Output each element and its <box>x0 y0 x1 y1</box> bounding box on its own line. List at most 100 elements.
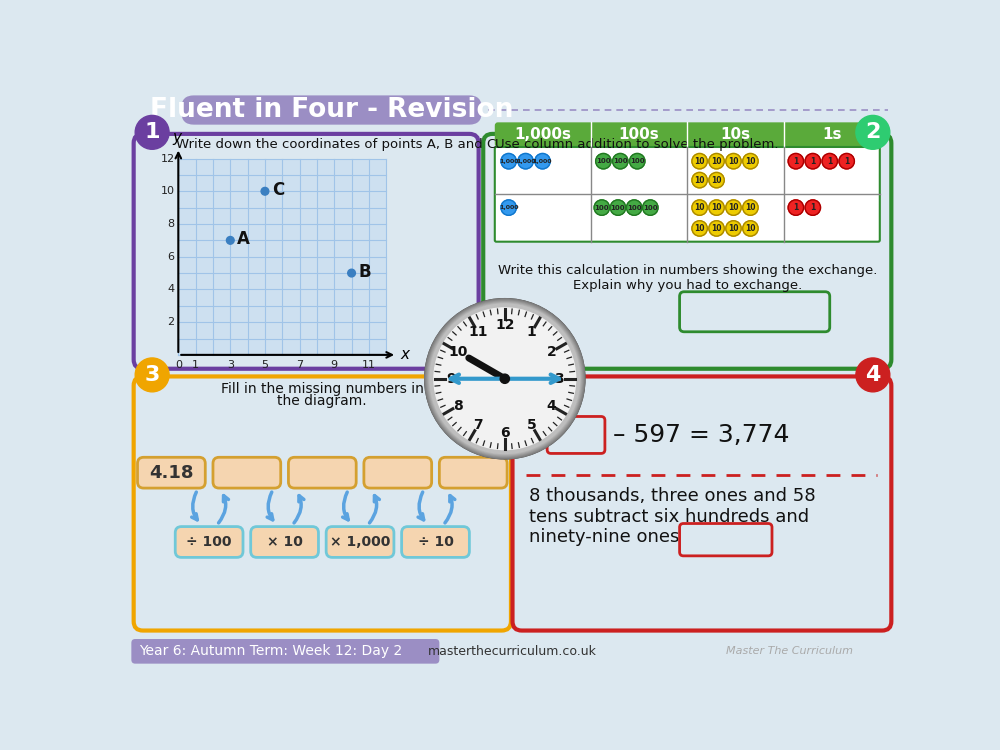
Text: 100: 100 <box>595 205 609 211</box>
Text: 3: 3 <box>554 372 564 386</box>
Text: 4: 4 <box>167 284 174 295</box>
Text: 2: 2 <box>547 345 556 358</box>
Circle shape <box>692 154 707 169</box>
Text: x: x <box>400 347 409 362</box>
FancyBboxPatch shape <box>178 158 386 355</box>
Text: Master The Curriculum: Master The Curriculum <box>726 646 853 656</box>
FancyBboxPatch shape <box>439 458 507 488</box>
Circle shape <box>805 200 821 215</box>
Circle shape <box>518 154 533 169</box>
Text: 100: 100 <box>613 158 628 164</box>
Circle shape <box>630 154 645 169</box>
Circle shape <box>788 154 804 169</box>
FancyBboxPatch shape <box>402 526 469 557</box>
FancyBboxPatch shape <box>364 458 432 488</box>
Text: 2: 2 <box>865 122 881 142</box>
Text: 10: 10 <box>694 176 705 184</box>
Text: 12: 12 <box>495 318 515 332</box>
FancyBboxPatch shape <box>495 147 880 242</box>
Circle shape <box>709 172 724 188</box>
Text: 1: 1 <box>810 157 815 166</box>
Circle shape <box>501 200 516 215</box>
Text: 1: 1 <box>793 157 798 166</box>
Text: × 1,000: × 1,000 <box>330 535 390 549</box>
Text: 7: 7 <box>296 360 303 370</box>
Text: 1: 1 <box>793 203 798 212</box>
Text: 8 thousands, three ones and 58: 8 thousands, three ones and 58 <box>529 487 816 505</box>
Circle shape <box>822 154 837 169</box>
Text: 12: 12 <box>160 154 174 164</box>
Text: 1s: 1s <box>822 128 841 142</box>
Circle shape <box>425 299 584 458</box>
Text: 1: 1 <box>144 122 160 142</box>
Text: the diagram.: the diagram. <box>277 394 367 408</box>
Text: 10: 10 <box>711 157 722 166</box>
Text: 1: 1 <box>844 157 849 166</box>
Text: 1: 1 <box>192 360 199 370</box>
Circle shape <box>425 298 585 459</box>
Text: 9: 9 <box>331 360 338 370</box>
Text: 3: 3 <box>144 365 160 385</box>
Circle shape <box>788 200 804 215</box>
Text: 10: 10 <box>694 224 705 233</box>
Text: Write this calculation in numbers showing the exchange.: Write this calculation in numbers showin… <box>498 264 877 277</box>
Text: 100: 100 <box>596 158 611 164</box>
Text: 0: 0 <box>175 360 182 370</box>
Circle shape <box>429 303 580 454</box>
Text: Use column addition to solve the problem.: Use column addition to solve the problem… <box>495 138 778 152</box>
Circle shape <box>726 200 741 215</box>
Circle shape <box>427 301 583 457</box>
FancyBboxPatch shape <box>131 639 439 664</box>
Text: 1,000s: 1,000s <box>514 128 571 142</box>
FancyBboxPatch shape <box>326 526 394 557</box>
FancyBboxPatch shape <box>483 134 891 369</box>
Text: A: A <box>237 230 250 248</box>
Text: 1,000: 1,000 <box>499 159 518 164</box>
Circle shape <box>726 220 741 236</box>
Text: masterthecurriculum.co.uk: masterthecurriculum.co.uk <box>428 645 597 658</box>
Text: tens subtract six hundreds and: tens subtract six hundreds and <box>529 508 810 526</box>
Text: 10s: 10s <box>720 128 750 142</box>
Circle shape <box>643 200 658 215</box>
Text: 10: 10 <box>694 203 705 212</box>
Text: 100: 100 <box>611 205 625 211</box>
FancyBboxPatch shape <box>134 376 511 631</box>
Circle shape <box>613 154 628 169</box>
Text: 11: 11 <box>362 360 376 370</box>
Text: 8: 8 <box>167 219 174 229</box>
FancyBboxPatch shape <box>512 376 891 631</box>
Circle shape <box>428 302 582 456</box>
Circle shape <box>594 200 610 215</box>
Text: 5: 5 <box>261 360 268 370</box>
Text: – 597 = 3,774: – 597 = 3,774 <box>613 423 789 447</box>
Circle shape <box>430 304 579 454</box>
Circle shape <box>434 308 576 449</box>
Text: 2: 2 <box>167 317 174 327</box>
Circle shape <box>743 200 758 215</box>
Circle shape <box>709 200 724 215</box>
Circle shape <box>709 220 724 236</box>
FancyBboxPatch shape <box>495 122 880 147</box>
Text: 1,000: 1,000 <box>516 159 535 164</box>
Circle shape <box>610 200 626 215</box>
FancyBboxPatch shape <box>175 526 243 557</box>
Text: ÷ 10: ÷ 10 <box>418 535 453 549</box>
Text: 10: 10 <box>728 157 739 166</box>
Text: y: y <box>172 130 181 145</box>
Circle shape <box>226 236 234 244</box>
Circle shape <box>501 154 516 169</box>
FancyBboxPatch shape <box>181 95 482 124</box>
Circle shape <box>429 302 581 455</box>
Text: 100: 100 <box>643 205 658 211</box>
Circle shape <box>805 154 821 169</box>
Circle shape <box>692 172 707 188</box>
Text: 6: 6 <box>167 252 174 262</box>
Text: 4.18: 4.18 <box>149 464 194 482</box>
Text: 6: 6 <box>500 426 510 439</box>
Circle shape <box>839 154 854 169</box>
Circle shape <box>743 154 758 169</box>
Text: 10: 10 <box>160 186 174 196</box>
Text: 1: 1 <box>527 325 537 339</box>
Text: Explain why you had to exchange.: Explain why you had to exchange. <box>573 279 802 292</box>
Text: 100: 100 <box>630 158 645 164</box>
